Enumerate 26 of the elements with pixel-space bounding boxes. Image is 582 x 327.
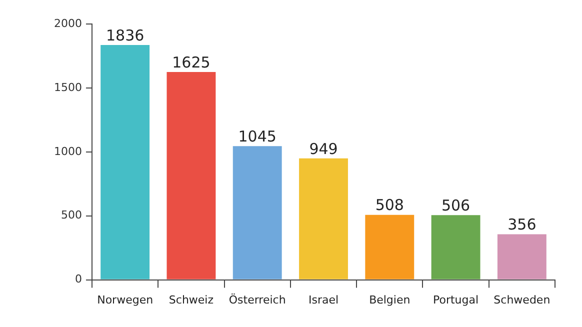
bar bbox=[497, 234, 546, 280]
x-tick-label: Belgien bbox=[369, 293, 410, 306]
x-tick-label: Schweden bbox=[494, 293, 550, 306]
data-label: 1625 bbox=[172, 53, 210, 72]
bar bbox=[365, 214, 414, 280]
y-tick-label: 1000 bbox=[54, 144, 82, 158]
data-label: 506 bbox=[441, 196, 470, 214]
bar bbox=[431, 215, 480, 280]
data-label: 356 bbox=[508, 216, 536, 234]
data-label: 949 bbox=[309, 140, 338, 158]
y-tick-label: 0 bbox=[75, 272, 82, 286]
y-tick-label: 500 bbox=[61, 208, 82, 222]
bar bbox=[299, 158, 348, 280]
x-tick-label: Israel bbox=[308, 293, 339, 306]
bar bbox=[100, 44, 150, 280]
data-label: 1836 bbox=[106, 26, 144, 44]
x-tick-label: Portugal bbox=[433, 293, 479, 306]
y-tick-label: 1500 bbox=[54, 80, 82, 94]
y-tick-label: 2000 bbox=[54, 16, 82, 30]
bar bbox=[232, 146, 282, 280]
data-label: 1045 bbox=[238, 128, 276, 146]
x-tick-label: Schweiz bbox=[168, 293, 214, 306]
bar bbox=[166, 72, 216, 280]
x-tick-label: Österreich bbox=[228, 292, 286, 306]
data-label: 508 bbox=[375, 196, 404, 214]
x-tick-label: Norwegen bbox=[97, 293, 154, 306]
